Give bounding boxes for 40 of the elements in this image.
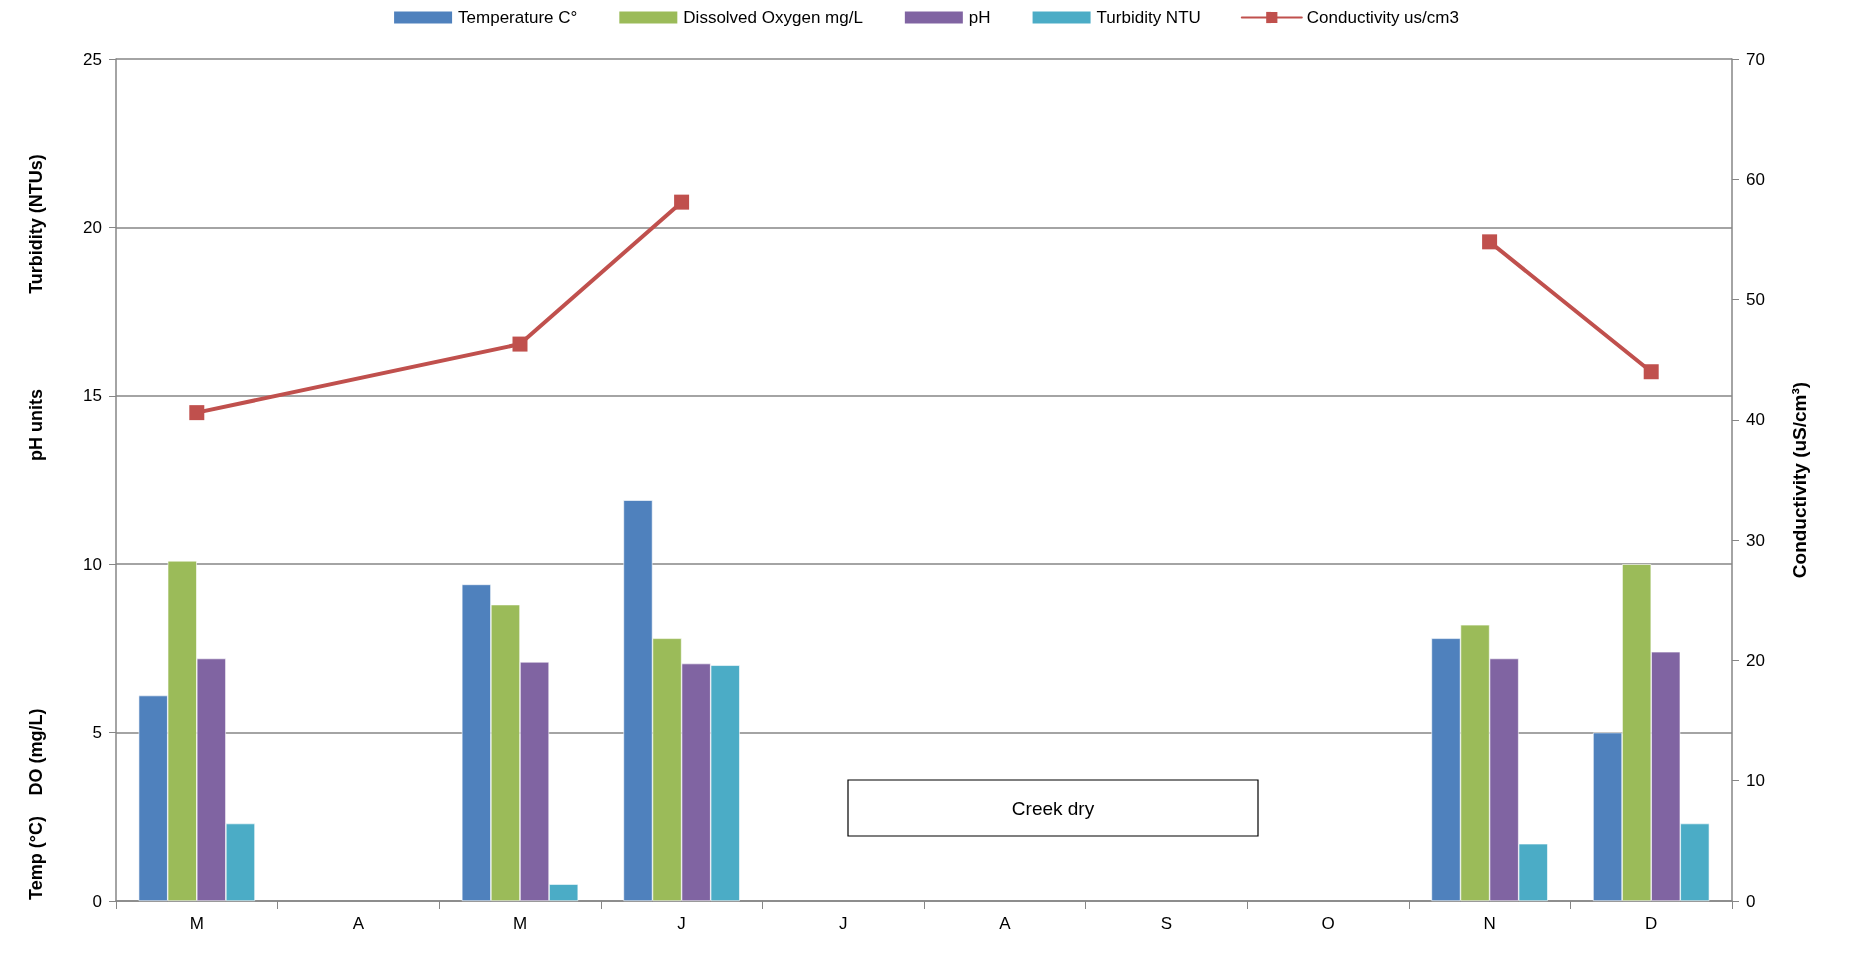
- y2-tick-label: 50: [1746, 290, 1765, 310]
- text: Temp (°C): [26, 816, 46, 900]
- point: [674, 194, 690, 210]
- legend-label: pH: [968, 8, 991, 27]
- y2-tick-label: 0: [1746, 891, 1756, 911]
- text: DO (mg/L): [26, 708, 46, 796]
- y2-tick-label: 10: [1746, 771, 1765, 791]
- legend-label: Dissolved Oxygen mg/L: [683, 8, 863, 27]
- y2-tick-label: 70: [1746, 49, 1765, 69]
- point: [1482, 234, 1498, 250]
- point: [189, 405, 205, 421]
- y2-tick-label: 60: [1746, 169, 1765, 189]
- x-tick-label: A: [352, 914, 365, 933]
- legend-label: Turbidity NTU: [1096, 8, 1201, 27]
- point: [1643, 364, 1659, 380]
- x-tick-label: J: [838, 914, 848, 933]
- x-tick-label: S: [1160, 914, 1173, 933]
- y-tick-label: 15: [83, 386, 102, 406]
- text: pH units: [26, 389, 46, 461]
- x-tick-label: J: [677, 914, 686, 933]
- y2-axis-title: Conductivity (uS/cm³): [1789, 381, 1810, 579]
- y-tick-label: 0: [92, 891, 102, 911]
- point: [512, 336, 528, 352]
- annotation: Creek dry: [1011, 797, 1095, 819]
- x-tick-label: D: [1645, 914, 1658, 933]
- x-tick-label: M: [189, 914, 204, 933]
- x-tick-label: A: [999, 914, 1012, 933]
- legend-label: Temperature C°: [458, 8, 578, 27]
- legend-label: Conductivity us/cm3: [1306, 8, 1459, 27]
- x-tick-label: O: [1321, 914, 1335, 933]
- y-tick-label: 25: [83, 49, 102, 69]
- y2-tick-label: 20: [1746, 650, 1765, 670]
- y-tick-label: 5: [92, 723, 102, 743]
- y-tick-label: 10: [83, 554, 102, 574]
- y2-tick-label: 40: [1746, 410, 1765, 430]
- text: Turbidity (NTUs): [26, 154, 46, 294]
- y2-tick-label: 30: [1746, 530, 1765, 550]
- x-tick-label: M: [512, 914, 528, 933]
- x-tick-label: N: [1483, 914, 1496, 933]
- y-tick-label: 20: [83, 217, 102, 237]
